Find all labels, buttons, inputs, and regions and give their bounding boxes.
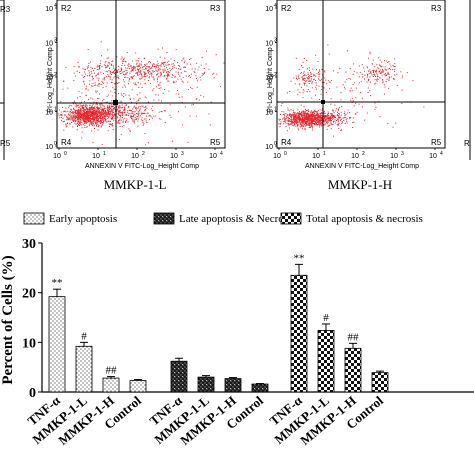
flow-x-tick-exponent: 1	[323, 151, 326, 157]
flow-x-axis-label: ANNEXIN V FITC-Log_Height Comp	[85, 163, 199, 170]
quadrant-center-marker	[321, 100, 325, 104]
flow-y-tick-exponent: 2	[274, 72, 277, 78]
bar-dots-1	[75, 345, 93, 393]
significance-annotation: #	[323, 312, 329, 324]
legend-label: Late apoptosis & Necrosis	[179, 213, 295, 225]
flow-x-axis-label: ANNEXIN V FITC-Log_Height Comp	[305, 163, 419, 170]
flow-y-tick-exponent: 3	[54, 38, 57, 44]
flow-x-tick-label: 10	[92, 153, 100, 160]
quadrant-label-r2: R2	[281, 4, 292, 13]
quadrant-center-marker	[113, 100, 118, 105]
left-edge-label-top: R3	[0, 5, 11, 14]
flow-panel-caption: MMKP-1-L	[104, 177, 167, 192]
legend-swatch-dots	[23, 212, 45, 225]
flow-x-tick-exponent: 1	[103, 151, 106, 157]
flow-x-tick-label: 10	[131, 153, 139, 160]
bar-dots-0	[48, 296, 66, 393]
flow-x-tick-label: 10	[209, 153, 217, 160]
flow-x-tick-exponent: 3	[181, 151, 184, 157]
flow-y-tick-label: 10	[45, 6, 53, 13]
flow-y-axis-label: PI-Log_Height Comp	[47, 47, 54, 112]
legend-swatch-checker	[280, 212, 302, 225]
flow-y-tick-label: 10	[45, 110, 53, 117]
flow-scatter-dots	[58, 41, 225, 146]
flow-y-tick-exponent: 0	[54, 141, 57, 147]
bar-checker-0	[290, 274, 308, 393]
flow-y-tick-label: 10	[265, 110, 273, 117]
flow-x-tick-label: 10	[170, 153, 178, 160]
legend-label: Total apoptosis & necrosis	[306, 213, 423, 225]
flow-y-tick-label: 10	[265, 6, 273, 13]
flow-panel-caption: MMKP-1-H	[328, 177, 392, 192]
quadrant-label-r4: R4	[281, 138, 292, 147]
legend-label: Early apoptosis	[49, 213, 117, 225]
flow-x-tick-label: 10	[312, 153, 320, 160]
flow-y-tick-label: 10	[45, 41, 53, 48]
bar-dark-check-2	[224, 378, 242, 393]
significance-annotation: **	[52, 277, 63, 289]
flow-x-tick-exponent: 0	[64, 151, 67, 157]
left-edge-panel: R3 R5	[0, 0, 11, 160]
bar-checker-3	[371, 372, 389, 393]
flow-x-tick-label: 10	[429, 153, 437, 160]
flow-x-tick-exponent: 3	[401, 151, 404, 157]
flow-x-tick-exponent: 2	[142, 151, 145, 157]
flow-x-tick-label: 10	[390, 153, 398, 160]
quadrant-label-r4: R4	[61, 138, 72, 147]
quadrant-label-r5: R5	[431, 138, 442, 147]
bar-checker-2	[344, 347, 362, 393]
flow-x-tick-exponent: 0	[284, 151, 287, 157]
right-edge-panel: R	[464, 0, 471, 160]
quadrant-label-r3: R3	[210, 4, 221, 13]
flow-y-tick-label: 10	[45, 144, 53, 151]
flow-y-tick-label: 10	[265, 144, 273, 151]
bar-dots-3	[129, 380, 147, 393]
flow-scatter-dots	[278, 44, 425, 137]
bar-y-axis-label: Percent of Cells (%)	[0, 255, 16, 384]
flow-y-tick-label: 10	[45, 75, 53, 82]
flow-x-tick-label: 10	[351, 153, 359, 160]
flow-y-axis-label: PI-Log_Height Comp	[267, 47, 274, 112]
legend-swatch-dark-check	[153, 212, 175, 225]
significance-annotation: #	[81, 330, 87, 342]
flow-y-tick-exponent: 0	[274, 141, 277, 147]
flow-x-tick-label: 10	[53, 153, 61, 160]
quadrant-label-r3: R3	[431, 4, 442, 13]
bar-checker-1	[317, 330, 335, 393]
bar-dark-check-3	[251, 383, 269, 393]
bar-y-tick-label: 10	[22, 336, 36, 351]
quadrant-label-r5: R5	[210, 138, 221, 147]
bar-dark-check-0	[170, 360, 188, 393]
bar-dots-2	[102, 377, 120, 393]
flow-x-tick-exponent: 4	[220, 151, 223, 157]
chart-legend: Early apoptosis Late apoptosis & Necrosis…	[23, 212, 423, 225]
flow-x-tick-label: 10	[273, 153, 281, 160]
flow-y-tick-exponent: 1	[54, 107, 57, 113]
flow-y-tick-label: 10	[265, 41, 273, 48]
flow-y-tick-exponent: 4	[54, 3, 57, 9]
flow-x-tick-exponent: 2	[362, 151, 365, 157]
bar-y-tick-label: 30	[22, 237, 36, 252]
flow-y-tick-exponent: 3	[274, 38, 277, 44]
flow-y-tick-label: 10	[265, 75, 273, 82]
significance-annotation: **	[294, 252, 305, 264]
flow-y-tick-exponent: 1	[274, 107, 277, 113]
left-edge-label-bottom: R5	[0, 139, 11, 148]
flow-x-tick-exponent: 4	[440, 151, 443, 157]
right-edge-label: R	[464, 139, 470, 148]
flow-y-tick-exponent: 2	[54, 72, 57, 78]
bar-dark-check-1	[197, 376, 215, 393]
significance-annotation: ##	[348, 331, 360, 343]
bar-y-tick-label: 20	[22, 287, 36, 302]
flow-y-tick-exponent: 4	[274, 3, 277, 9]
quadrant-label-r2: R2	[61, 4, 72, 13]
significance-annotation: ##	[106, 365, 118, 377]
bar-y-tick-label: 0	[29, 386, 36, 401]
